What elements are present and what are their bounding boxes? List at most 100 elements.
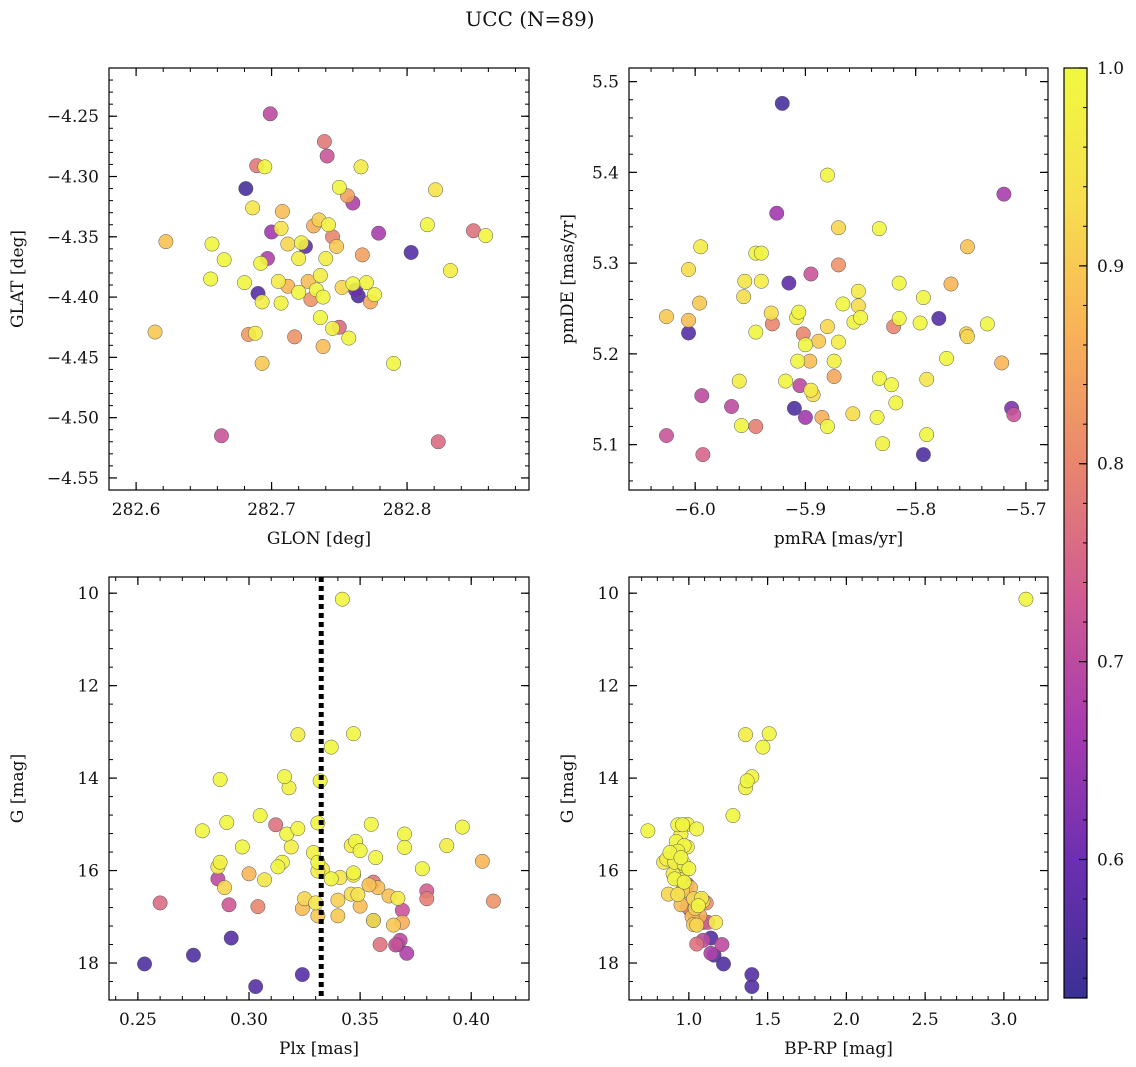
scatter-point bbox=[474, 853, 490, 869]
scatter-point bbox=[943, 276, 959, 292]
y-tick-label: 18 bbox=[597, 954, 619, 974]
scatter-point bbox=[681, 312, 696, 328]
x-tick-label: 1.5 bbox=[754, 1010, 781, 1030]
scatter-point bbox=[695, 447, 711, 463]
scatter-point bbox=[345, 726, 361, 742]
scatter-point bbox=[147, 324, 163, 340]
scatter-point bbox=[689, 936, 705, 952]
scatter-point bbox=[659, 428, 674, 443]
scatter-point bbox=[280, 236, 296, 252]
scatter-point bbox=[350, 887, 366, 903]
scatter-point bbox=[708, 914, 724, 930]
y-axis-label: G [mag] bbox=[8, 754, 28, 823]
scatter-point bbox=[820, 167, 835, 183]
scatter-point bbox=[853, 310, 869, 326]
scatter-point bbox=[875, 436, 891, 452]
scatter-point bbox=[692, 295, 708, 311]
scatter-point bbox=[323, 871, 339, 887]
scatter-point bbox=[315, 289, 331, 305]
scatter-point bbox=[891, 275, 907, 291]
scatter-point bbox=[397, 826, 413, 842]
scatter-points bbox=[147, 106, 494, 450]
y-tick-label: 5.4 bbox=[592, 163, 619, 183]
scatter-point bbox=[869, 409, 885, 425]
scatter-point bbox=[315, 339, 331, 354]
scatter-point bbox=[739, 773, 755, 789]
tick-marks bbox=[629, 577, 1048, 1001]
scatter-point bbox=[270, 859, 286, 875]
y-tick-label: −4.45 bbox=[47, 348, 99, 368]
scatter-point bbox=[790, 353, 806, 369]
x-tick-label: 0.25 bbox=[119, 1010, 157, 1030]
scatter-point bbox=[316, 134, 332, 149]
scatter-point bbox=[274, 204, 290, 219]
scatter-point bbox=[454, 819, 470, 835]
scatter-point bbox=[325, 320, 340, 336]
scatter-point bbox=[919, 371, 935, 387]
scatter-point bbox=[831, 257, 846, 273]
scatter-point bbox=[845, 406, 861, 422]
x-tick-label: 2.5 bbox=[912, 1010, 939, 1030]
scatter-point bbox=[254, 294, 270, 310]
colorbar-tick-label: 0.6 bbox=[1097, 850, 1124, 870]
scatter-point bbox=[485, 893, 501, 909]
scatter-point bbox=[744, 979, 760, 995]
scatter-points bbox=[137, 591, 501, 995]
scatter-point bbox=[237, 275, 252, 291]
colorbar-tick-label: 0.9 bbox=[1097, 257, 1124, 277]
scatter-point bbox=[212, 854, 228, 870]
scatter-point bbox=[388, 937, 404, 953]
scatter-point bbox=[291, 251, 307, 266]
x-axis-label: BP-RP [mag] bbox=[784, 1039, 893, 1059]
scatter-point bbox=[331, 179, 347, 195]
scatter-point bbox=[915, 447, 931, 463]
scatter-point bbox=[268, 817, 284, 833]
scatter-point bbox=[358, 275, 374, 291]
scatter-point bbox=[738, 727, 754, 743]
colorbar-gradient bbox=[1063, 67, 1088, 999]
scatter-point bbox=[221, 897, 237, 913]
tick-marks bbox=[629, 68, 1049, 490]
scatter-point bbox=[254, 355, 270, 371]
scatter-point bbox=[831, 334, 846, 350]
figure-title: UCC (N=89) bbox=[465, 7, 594, 31]
scatter-point bbox=[673, 850, 689, 866]
scatter-point bbox=[345, 276, 361, 292]
scatter-point bbox=[312, 310, 328, 326]
scatter-point bbox=[291, 284, 307, 300]
y-tick-label: 10 bbox=[77, 584, 99, 604]
scatter-point bbox=[919, 427, 935, 443]
scatter-point bbox=[361, 877, 377, 893]
scatter-point bbox=[960, 239, 975, 255]
scatter-point bbox=[204, 236, 220, 252]
colorbar-tick-label: 1.0 bbox=[1097, 59, 1124, 79]
scatter-point bbox=[219, 815, 235, 830]
color-magnitude-panel: 1.0 1.5 2.0 2.5 3.0 10 12 14 16 18 BP-RP [mag] G [m… bbox=[558, 576, 1049, 1059]
scatter-point bbox=[341, 330, 357, 346]
scatter-point bbox=[253, 255, 269, 271]
x-tick-label: 0.40 bbox=[452, 1010, 490, 1030]
scatter-point bbox=[234, 839, 250, 855]
scatter-point bbox=[675, 817, 691, 833]
colorbar-tick-label: 0.7 bbox=[1097, 653, 1124, 673]
scatter-point bbox=[330, 892, 346, 908]
scatter-point bbox=[352, 843, 368, 859]
scatter-point bbox=[419, 891, 435, 907]
x-tick-label: 2.0 bbox=[833, 1010, 860, 1030]
scatter-point bbox=[835, 296, 851, 312]
scatter-point bbox=[960, 329, 975, 345]
scatter-point bbox=[725, 808, 741, 823]
scatter-point bbox=[294, 967, 310, 983]
plx-g-scatter-panel: 0.25 0.30 0.35 0.40 10 12 14 16 18 Plx [mas] G [ma… bbox=[8, 576, 530, 1059]
x-tick-label: −6.0 bbox=[675, 500, 716, 520]
scatter-point bbox=[397, 839, 413, 855]
x-axis-label: Plx [mas] bbox=[279, 1039, 359, 1059]
scatter-point bbox=[681, 325, 696, 341]
scatter-point bbox=[248, 979, 264, 995]
scatter-point bbox=[414, 861, 430, 877]
scatter-point bbox=[290, 727, 306, 743]
scatter-point bbox=[883, 377, 899, 393]
scatter-point bbox=[345, 865, 361, 881]
scatter-point bbox=[273, 295, 289, 311]
tick-marks bbox=[109, 577, 529, 1001]
